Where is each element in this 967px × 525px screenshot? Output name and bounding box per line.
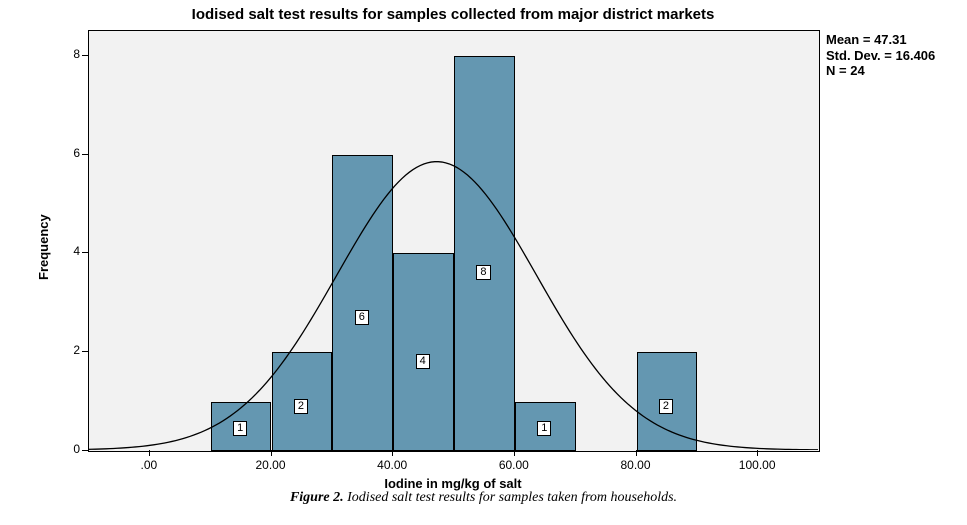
x-tick-label: 20.00 <box>246 458 296 472</box>
caption-figure-label: Figure 2. <box>290 490 344 505</box>
bar-value-label: 1 <box>537 421 551 436</box>
histogram-bar <box>454 56 515 451</box>
x-tick-label: 40.00 <box>367 458 417 472</box>
bar-value-label: 2 <box>659 399 673 414</box>
stats-n-label: N <box>826 63 835 78</box>
x-tick-mark <box>757 450 758 456</box>
y-axis-label: Frequency <box>36 214 51 280</box>
y-tick-mark <box>82 351 88 352</box>
y-tick-mark <box>82 450 88 451</box>
x-tick-mark <box>149 450 150 456</box>
y-tick-label: 0 <box>40 442 80 456</box>
histogram-bar <box>393 253 454 451</box>
x-tick-mark <box>392 450 393 456</box>
figure-container: Iodised salt test results for samples co… <box>0 0 967 525</box>
bar-value-label: 2 <box>294 399 308 414</box>
y-tick-mark <box>82 252 88 253</box>
x-tick-label: .00 <box>124 458 174 472</box>
bar-value-label: 6 <box>355 310 369 325</box>
x-tick-label: 60.00 <box>489 458 539 472</box>
caption-text: Iodised salt test results for samples ta… <box>347 490 677 505</box>
histogram-bar <box>332 155 393 451</box>
stats-mean-label: Mean <box>826 32 859 47</box>
stats-mean-value: 47.31 <box>874 32 907 47</box>
figure-caption: Figure 2. Iodised salt test results for … <box>0 490 967 506</box>
stats-std-value: 16.406 <box>896 48 936 63</box>
bar-value-label: 1 <box>233 421 247 436</box>
stats-box: Mean = 47.31 Std. Dev. = 16.406 N = 24 <box>826 32 935 79</box>
y-tick-label: 8 <box>40 47 80 61</box>
x-axis-label: Iodine in mg/kg of salt <box>88 476 818 491</box>
x-tick-label: 100.00 <box>732 458 782 472</box>
y-tick-label: 2 <box>40 343 80 357</box>
y-tick-mark <box>82 55 88 56</box>
plot-area: 1264812 <box>88 30 820 452</box>
y-tick-mark <box>82 154 88 155</box>
bar-value-label: 4 <box>416 354 430 369</box>
stats-n-value: 24 <box>850 63 864 78</box>
chart-title: Iodised salt test results for samples co… <box>88 6 818 23</box>
x-tick-mark <box>636 450 637 456</box>
x-tick-mark <box>514 450 515 456</box>
x-tick-label: 80.00 <box>611 458 661 472</box>
stats-std-label: Std. Dev. <box>826 48 881 63</box>
x-tick-mark <box>271 450 272 456</box>
bar-value-label: 8 <box>476 265 490 280</box>
y-tick-label: 6 <box>40 146 80 160</box>
